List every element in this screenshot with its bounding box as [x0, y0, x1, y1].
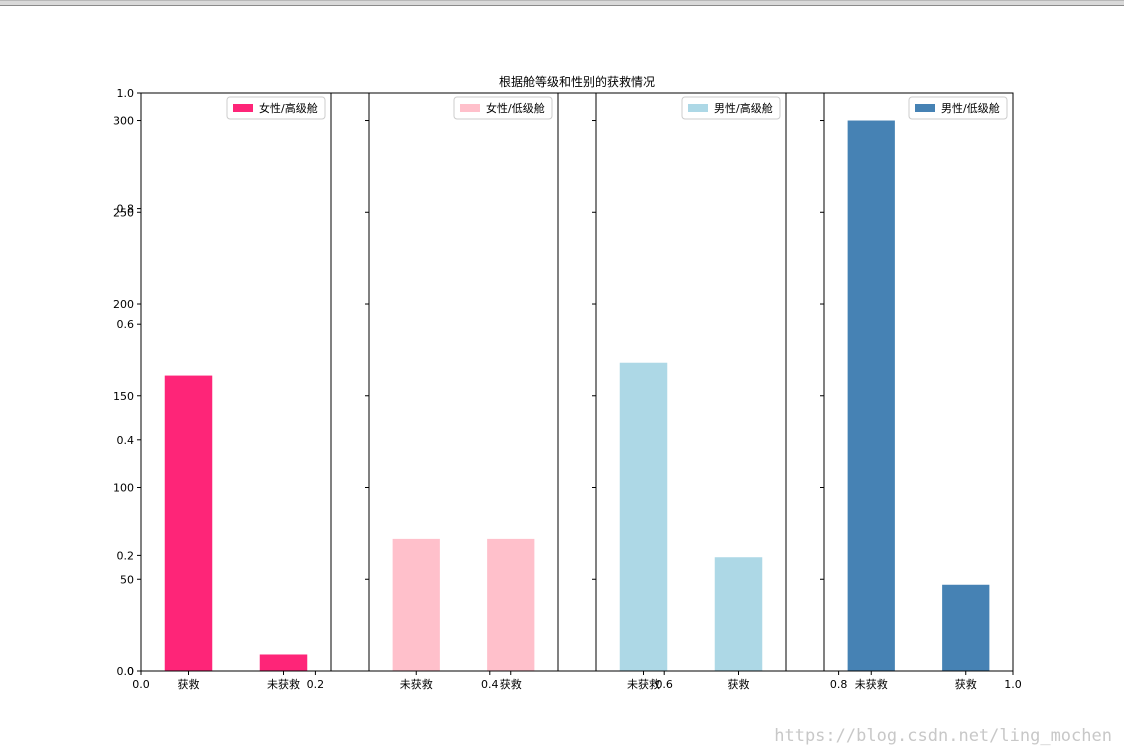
x-tick-label-获救: 获救	[955, 677, 977, 691]
y-tick-label: 300	[113, 115, 134, 128]
chart-title: 根据舱等级和性别的获救情况	[499, 74, 655, 89]
bar	[259, 654, 308, 671]
legend-label: 女性/低级舱	[486, 101, 545, 115]
subplot-3: 男性/高级舱	[592, 92, 787, 675]
window-top-border	[0, 0, 1124, 6]
bar	[392, 538, 440, 671]
y-tick-label: 50	[120, 573, 134, 586]
bar	[847, 120, 895, 672]
bar	[619, 362, 668, 671]
x-tick-label-未获救: 未获救	[627, 677, 660, 691]
bg-x-tick-label: 0.8	[830, 678, 848, 691]
legend-swatch	[688, 104, 708, 112]
legend-swatch	[915, 104, 935, 112]
bar	[487, 538, 535, 671]
bar	[714, 557, 763, 671]
subplot-4: 男性/低级舱	[820, 92, 1014, 675]
y-tick-label: 200	[113, 298, 134, 311]
bg-y-tick-label: 0.2	[117, 549, 135, 562]
bg-x-tick-label: 0.2	[307, 678, 325, 691]
subplot-1: 女性/高级舱	[137, 92, 332, 675]
bg-y-tick-label: 0.6	[117, 318, 135, 331]
bg-x-tick-label: 0.6	[655, 678, 673, 691]
legend-label: 男性/低级舱	[941, 101, 1000, 115]
bg-y-tick-label: 0.0	[117, 665, 135, 678]
bg-x-tick-label: 1.0	[1004, 678, 1022, 691]
legend-swatch	[233, 104, 253, 112]
bg-x-tick-label: 0.4	[481, 678, 499, 691]
x-tick-label-未获救: 未获救	[855, 677, 888, 691]
bg-x-tick-label: 0.0	[132, 678, 150, 691]
x-tick-label-未获救: 未获救	[267, 677, 300, 691]
legend-box	[681, 96, 781, 120]
legend-box	[453, 96, 553, 120]
legend-label: 男性/高级舱	[714, 101, 773, 115]
x-tick-label-获救: 获救	[178, 677, 200, 691]
y-tick-label: 0	[127, 665, 134, 678]
bar	[164, 375, 213, 671]
bg-y-tick-label: 0.8	[117, 203, 135, 216]
bg-y-tick-label: 1.0	[117, 87, 135, 100]
legend-label: 女性/高级舱	[259, 101, 318, 115]
x-tick-label-获救: 获救	[728, 677, 750, 691]
y-tick-label: 100	[113, 482, 134, 495]
subplot-2: 女性/低级舱	[365, 92, 559, 675]
watermark: https://blog.csdn.net/ling_mochen	[774, 726, 1112, 746]
subplot-frame	[595, 92, 787, 672]
x-tick-label-未获救: 未获救	[400, 677, 433, 691]
bg-y-tick-label: 0.4	[117, 434, 135, 447]
legend-swatch	[460, 104, 480, 112]
subplot-frame	[823, 92, 1014, 672]
bar	[942, 584, 990, 671]
x-tick-label-获救: 获救	[500, 677, 522, 691]
subplot-frame	[368, 92, 559, 672]
y-tick-label: 250	[113, 206, 134, 219]
y-tick-label: 150	[113, 390, 134, 403]
subplot-frame	[140, 92, 332, 672]
legend-box	[226, 96, 326, 120]
legend-box	[908, 96, 1008, 120]
